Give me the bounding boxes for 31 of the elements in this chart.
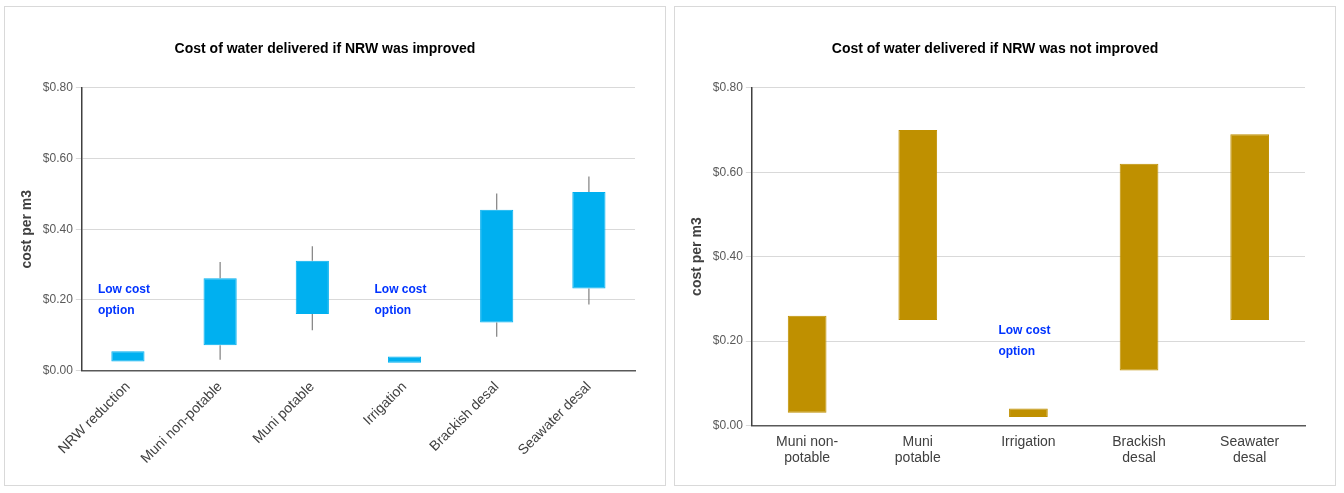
x-tick-label: Brackish desal [1112, 432, 1166, 466]
y-tick-label: $0.60 [42, 150, 74, 165]
annotation: Low cost option [998, 323, 1051, 359]
chart-title: Cost of water delivered if NRW was improved [174, 40, 476, 57]
y-tick-label: $0.80 [42, 80, 74, 95]
y-axis-title: cost per m3 [18, 189, 35, 269]
y-tick-label: $0.40 [42, 221, 74, 236]
annotation: Low cost option [97, 282, 150, 318]
y-tick-label: $0.20 [712, 333, 744, 348]
bar [898, 130, 938, 320]
bar [787, 315, 827, 413]
candlestick [572, 175, 606, 306]
x-tick-label: Seawater desal [1220, 432, 1280, 466]
candlestick [203, 261, 237, 361]
y-tick-label: $0.80 [712, 80, 744, 95]
bar [1230, 134, 1270, 320]
y-tick-label: $0.40 [712, 248, 744, 263]
bar [1009, 408, 1048, 417]
y-tick-label: $0.60 [712, 164, 744, 179]
candlestick [295, 245, 329, 331]
bar [1119, 163, 1159, 371]
y-tick-label: $0.20 [42, 292, 74, 307]
x-tick-label: Irrigation [1001, 432, 1056, 449]
x-tick-label: Muni potable [894, 432, 941, 466]
y-tick-label: $0.00 [42, 362, 74, 377]
x-tick-label: Muni non-potable [776, 432, 839, 466]
y-axis-title: cost per m3 [688, 217, 705, 296]
candlestick [480, 192, 514, 338]
chart-title: Cost of water delivered if NRW was not improved [831, 40, 1159, 57]
annotation: Low cost option [374, 282, 427, 318]
y-tick-label: $0.00 [712, 417, 744, 432]
